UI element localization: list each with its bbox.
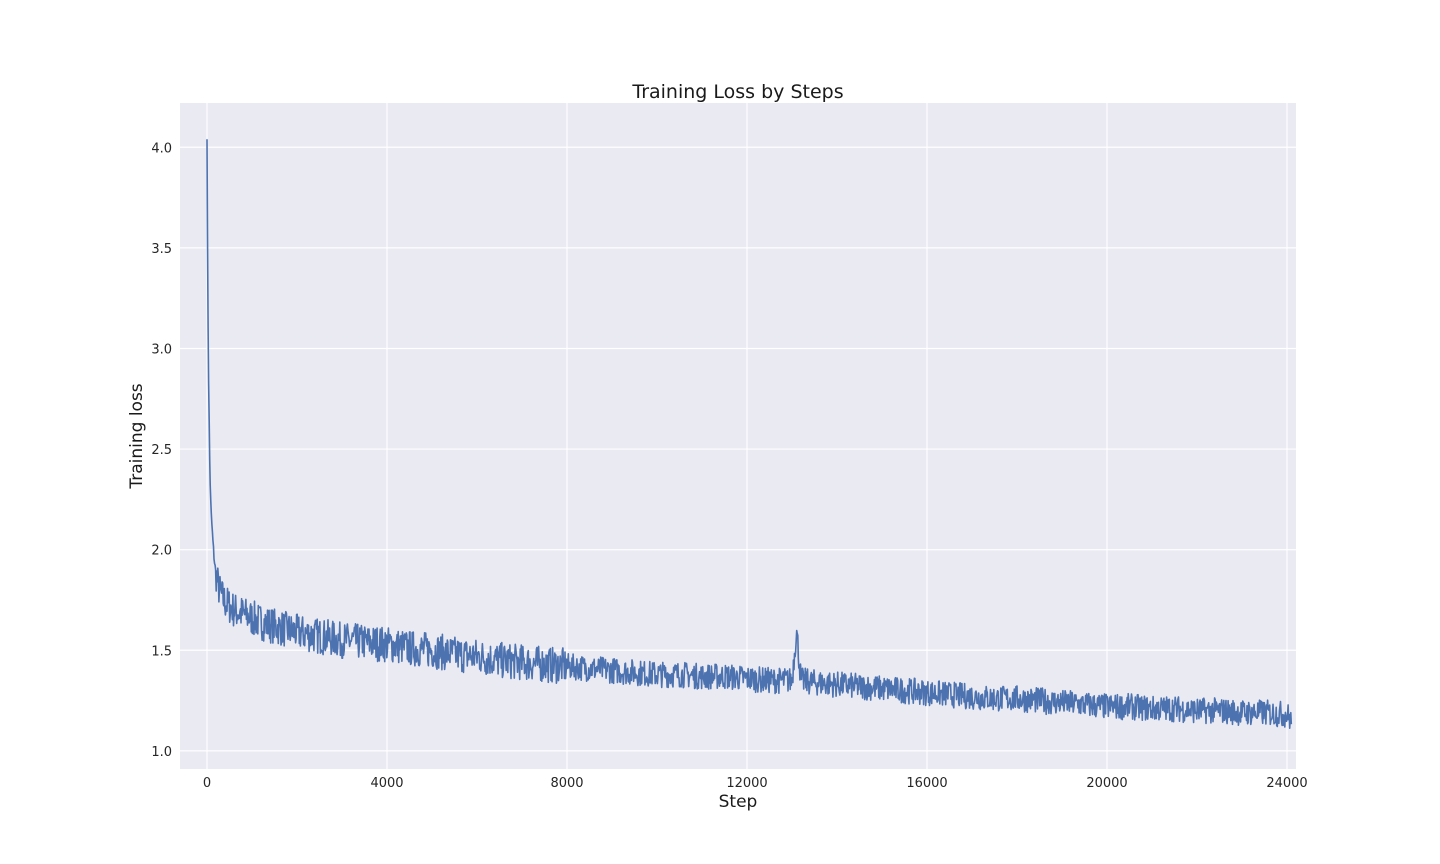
y-tick-label: 3.0	[151, 342, 172, 357]
x-axis-label: Step	[719, 792, 758, 812]
x-tick-label: 12000	[726, 776, 767, 791]
gridlines	[180, 103, 1296, 769]
x-tick-label: 20000	[1086, 776, 1127, 791]
tick-labels: 0 4000 8000 12000 16000 20000 24000 1.0 1.5 2.0 2.…	[151, 141, 1307, 791]
series-layer	[206, 139, 1293, 729]
y-axis-label: Training loss	[127, 383, 147, 489]
y-tick-label: 1.0	[151, 745, 172, 760]
loss-series-line	[206, 139, 1293, 729]
x-tick-label: 0	[203, 776, 211, 791]
chart-title: Training Loss by Steps	[631, 81, 843, 103]
x-tick-label: 4000	[370, 776, 403, 791]
y-tick-label: 2.5	[151, 443, 172, 458]
x-tick-label: 8000	[550, 776, 583, 791]
y-tick-label: 4.0	[151, 141, 172, 156]
y-tick-label: 1.5	[151, 644, 172, 659]
plot-area	[180, 103, 1296, 769]
x-tick-label: 16000	[906, 776, 947, 791]
x-tick-label: 24000	[1266, 776, 1307, 791]
y-tick-label: 2.0	[151, 544, 172, 559]
y-tick-label: 3.5	[151, 242, 172, 257]
